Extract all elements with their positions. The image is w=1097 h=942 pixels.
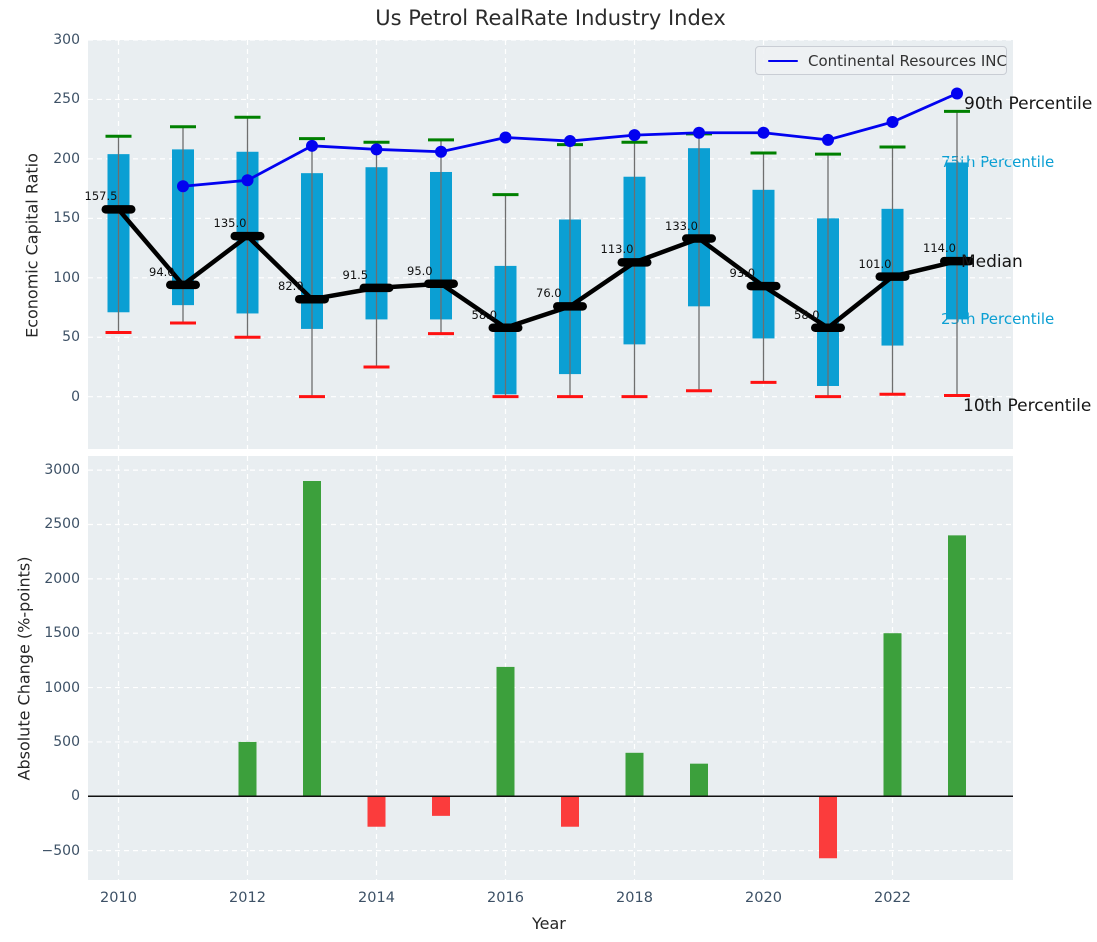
change-bar-2013 [303,481,321,797]
median-cap-2016 [488,323,523,332]
whiskers [117,111,958,397]
change-bar-2021 [819,796,837,859]
change-bar-2022 [883,633,902,797]
company-marker-2015 [435,145,447,158]
median-line [116,207,958,330]
company-marker-2022 [886,116,899,129]
gridlines [88,39,1013,880]
change-bar-2018 [625,752,644,797]
company-marker-2011 [177,180,189,193]
median-caps [101,205,974,332]
company-marker-2017 [564,135,576,148]
change-bar-2023 [948,535,966,797]
change-bar-2017 [561,796,579,827]
change-bar-2014 [367,796,386,827]
boxes [107,148,968,395]
median-cap-2013 [295,294,329,304]
median-cap-2010 [101,205,136,214]
median-cap-2014 [359,283,394,293]
company-marker-2013 [306,139,318,152]
company-marker-2012 [241,174,254,187]
change-bar-2019 [690,763,708,797]
company-marker-2021 [822,133,834,146]
change-bar-2012 [238,741,257,797]
change-bar-2016 [496,666,515,797]
median-cap-2017 [553,302,587,311]
change-bars [238,481,966,859]
company-marker-2016 [499,131,512,144]
median-cap-2015 [424,279,458,288]
median-cap-2022 [875,272,910,281]
median-cap-2012 [230,231,265,241]
company-marker-2023 [951,87,963,100]
median-cap-2019 [682,234,716,243]
median-cap-2020 [746,281,781,291]
change-bar-2015 [432,796,450,816]
company-marker-2020 [757,126,770,139]
median-cap-2021 [811,323,845,332]
company-marker-2019 [693,126,705,139]
median-cap-2018 [617,258,652,267]
median-cap-2011 [166,280,200,290]
company-marker-2018 [628,129,641,142]
company-marker-2014 [370,143,383,156]
company-markers [177,87,963,193]
whisker-caps [105,109,970,399]
median-cap-2023 [940,256,974,266]
bottom-panel [88,456,1013,880]
